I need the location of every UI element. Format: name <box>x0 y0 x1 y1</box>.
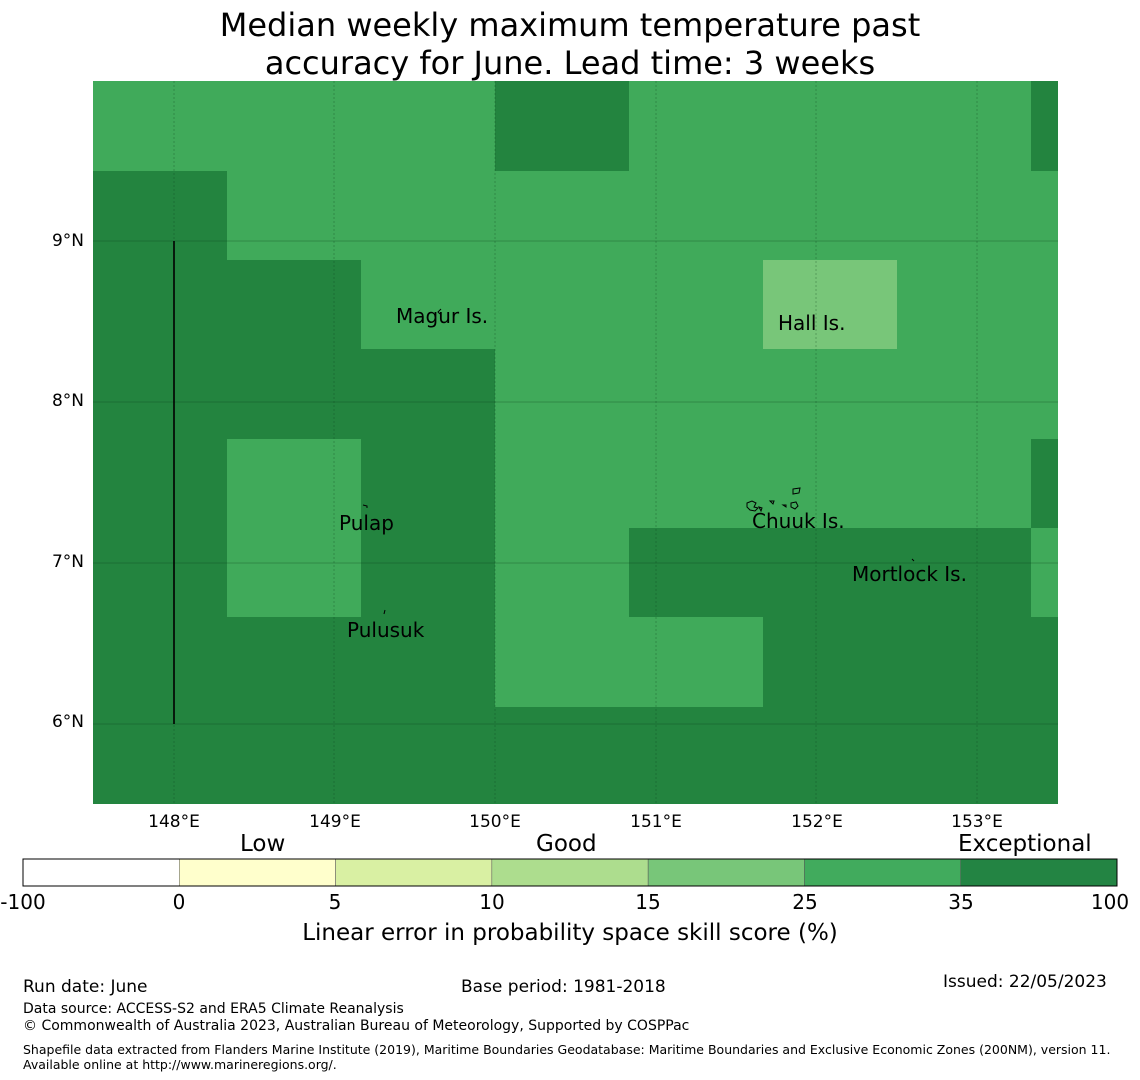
lon-label-150e: 150°E <box>469 812 521 832</box>
island-label-hall: Hall Is. <box>778 311 846 335</box>
colorbar-tick-5: 5 <box>328 890 342 914</box>
chuuk-outline-5 <box>790 501 799 510</box>
island-label-pulusuk: Pulusuk <box>347 618 425 642</box>
skill-cell <box>1031 528 1058 617</box>
category-label-low: Low <box>240 831 286 857</box>
skill-cell <box>1031 81 1058 171</box>
colorbar-tick-100: 100 <box>1090 890 1130 914</box>
colorbar-segment <box>804 858 961 887</box>
skill-cell <box>93 81 495 171</box>
skill-grid-cells <box>93 81 1058 804</box>
chuuk-outline-3 <box>768 500 775 505</box>
skill-cell <box>763 260 897 349</box>
map-title-line2: accuracy for June. Lead time: 3 weeks <box>264 44 876 82</box>
colorbar-segment <box>647 858 805 887</box>
skill-cell <box>495 81 629 171</box>
lon-label-151e: 151°E <box>630 812 682 832</box>
colorbar-tick-0: 0 <box>172 890 186 914</box>
skill-cell <box>1031 171 1058 439</box>
skill-cell <box>227 171 1031 260</box>
pulusuk-outline <box>383 609 386 615</box>
colorbar-tick-neg100: -100 <box>0 890 46 914</box>
colorbar-segment <box>491 858 649 887</box>
chuuk-outline-2 <box>746 500 759 512</box>
colorbar-segment <box>22 858 180 887</box>
colorbar <box>22 858 1118 887</box>
shapefile-credit: Shapefile data extracted from Flanders M… <box>23 1042 1111 1072</box>
lon-label-148e: 148°E <box>148 812 200 832</box>
map-title-line1: Median weekly maximum temperature past <box>219 6 921 44</box>
lat-label-9n: 9°N <box>51 231 84 251</box>
colorbar-segments <box>22 858 1118 887</box>
lat-label-6n: 6°N <box>51 712 84 732</box>
island-label-mortlock: Mortlock Is. <box>852 562 967 586</box>
chuuk-outline-4 <box>781 504 787 508</box>
mortlock-outline <box>911 558 915 562</box>
colorbar-border <box>22 858 1118 887</box>
pulap-outline <box>362 504 368 508</box>
colorbar-tick-25: 25 <box>792 890 818 914</box>
chuuk-outline-6 <box>758 506 763 513</box>
skill-cell <box>629 617 763 707</box>
lon-label-153e: 153°E <box>951 812 1003 832</box>
skill-cell <box>227 439 361 617</box>
skill-cell <box>629 81 1031 171</box>
skill-cell <box>495 528 629 707</box>
colorbar-label: Linear error in probability space skill … <box>302 920 838 946</box>
lon-label-152e: 152°E <box>791 812 843 832</box>
skill-cell <box>1031 439 1058 528</box>
category-label-exceptional: Exceptional <box>958 831 1092 857</box>
chuuk-outline-1 <box>792 487 801 495</box>
category-label-good: Good <box>536 831 597 857</box>
lat-label-8n: 8°N <box>51 391 84 411</box>
magur-outline <box>437 308 442 315</box>
colorbar-tick-10: 10 <box>479 890 505 914</box>
colorbar-segment <box>335 858 493 887</box>
colorbar-tick-15: 15 <box>635 890 661 914</box>
lat-label-7n: 7°N <box>51 552 84 572</box>
issued-date: Issued: 22/05/2023 <box>943 972 1107 992</box>
run-date: Run date: June <box>23 977 148 997</box>
colorbar-segment <box>179 858 336 887</box>
skill-cell <box>361 260 495 349</box>
lon-label-149e: 149°E <box>309 812 361 832</box>
island-label-pulap: Pulap <box>339 511 394 535</box>
island-label-magur: Magur Is. <box>396 304 489 328</box>
map-canvas <box>93 81 1058 804</box>
island-label-chuuk: Chuuk Is. <box>752 509 845 533</box>
skill-score-map <box>93 81 1058 804</box>
map-title: Median weekly maximum temperature past a… <box>0 6 1140 82</box>
colorbar-tick-35: 35 <box>948 890 974 914</box>
base-period: Base period: 1981-2018 <box>461 977 666 997</box>
data-source: Data source: ACCESS-S2 and ERA5 Climate … <box>23 1001 404 1017</box>
island-outlines <box>173 241 915 724</box>
copyright: © Commonwealth of Australia 2023, Austra… <box>23 1018 690 1034</box>
colorbar-segment <box>960 858 1118 887</box>
